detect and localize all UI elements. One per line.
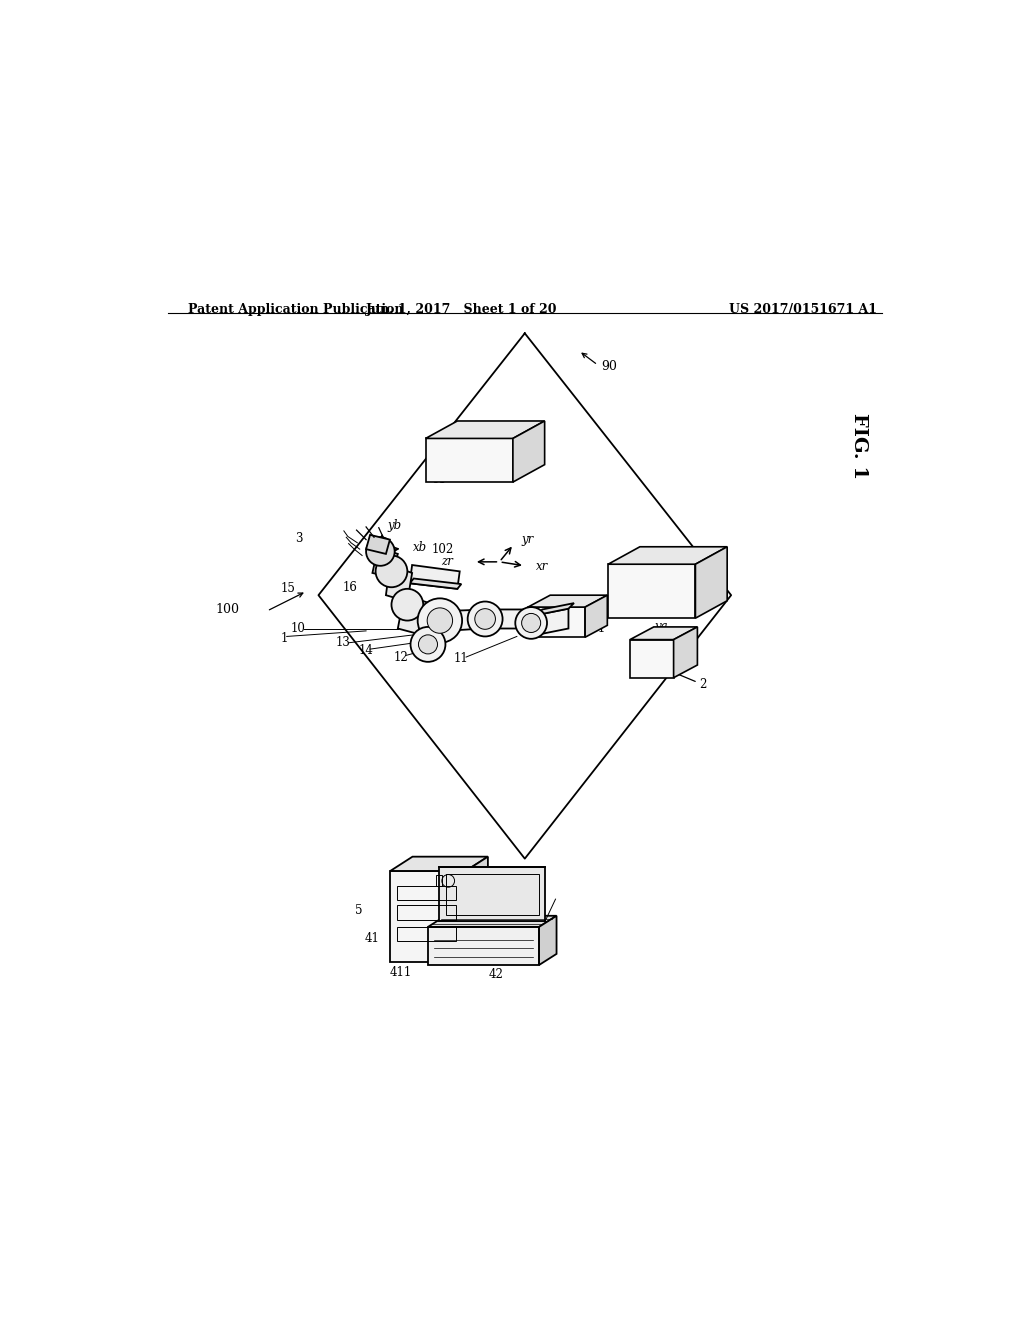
Polygon shape bbox=[428, 927, 539, 965]
Polygon shape bbox=[630, 627, 697, 640]
Polygon shape bbox=[418, 620, 440, 651]
Text: 15: 15 bbox=[281, 582, 295, 595]
Text: FIG. 1: FIG. 1 bbox=[850, 413, 868, 479]
Polygon shape bbox=[367, 535, 390, 554]
Circle shape bbox=[419, 635, 437, 653]
Text: xr: xr bbox=[536, 561, 548, 573]
Polygon shape bbox=[539, 916, 557, 965]
Polygon shape bbox=[410, 578, 461, 589]
Circle shape bbox=[367, 537, 394, 566]
Text: 14: 14 bbox=[358, 644, 373, 657]
Text: ya: ya bbox=[654, 620, 668, 634]
Text: 16: 16 bbox=[342, 581, 357, 594]
Circle shape bbox=[418, 598, 462, 643]
Polygon shape bbox=[537, 603, 574, 615]
Text: 3: 3 bbox=[295, 532, 302, 545]
Text: 1: 1 bbox=[281, 632, 288, 645]
Polygon shape bbox=[695, 546, 727, 618]
Polygon shape bbox=[397, 595, 430, 635]
Text: 5: 5 bbox=[354, 904, 362, 916]
Text: 90: 90 bbox=[601, 360, 616, 374]
Text: US 2017/0151671 A1: US 2017/0151671 A1 bbox=[728, 304, 877, 315]
Polygon shape bbox=[630, 640, 674, 677]
Circle shape bbox=[411, 627, 445, 661]
Text: 42: 42 bbox=[489, 968, 504, 981]
Polygon shape bbox=[674, 627, 697, 677]
Polygon shape bbox=[410, 565, 460, 589]
Text: 13: 13 bbox=[336, 636, 351, 649]
Polygon shape bbox=[537, 609, 568, 635]
Polygon shape bbox=[489, 610, 531, 628]
Text: yb: yb bbox=[387, 519, 401, 532]
Text: 411: 411 bbox=[390, 966, 412, 978]
Text: 100: 100 bbox=[215, 603, 240, 616]
Polygon shape bbox=[386, 565, 412, 602]
Circle shape bbox=[475, 609, 496, 630]
Circle shape bbox=[376, 556, 408, 587]
Text: 10: 10 bbox=[291, 622, 305, 635]
Text: 12: 12 bbox=[394, 651, 409, 664]
Polygon shape bbox=[373, 548, 397, 578]
Text: zr: zr bbox=[440, 556, 453, 569]
Polygon shape bbox=[445, 610, 486, 631]
Text: 61: 61 bbox=[431, 473, 446, 486]
Text: 2: 2 bbox=[699, 677, 707, 690]
Polygon shape bbox=[513, 421, 545, 482]
Circle shape bbox=[468, 602, 503, 636]
Circle shape bbox=[391, 589, 423, 620]
Text: yr: yr bbox=[521, 533, 534, 546]
Circle shape bbox=[515, 607, 547, 639]
Polygon shape bbox=[608, 564, 695, 618]
Polygon shape bbox=[528, 607, 585, 638]
Polygon shape bbox=[390, 871, 466, 962]
Polygon shape bbox=[428, 916, 557, 927]
Text: xa: xa bbox=[685, 643, 698, 656]
Text: Patent Application Publication: Patent Application Publication bbox=[187, 304, 403, 315]
Text: 611: 611 bbox=[443, 457, 465, 470]
Polygon shape bbox=[390, 857, 487, 871]
Polygon shape bbox=[608, 546, 727, 564]
Polygon shape bbox=[466, 857, 487, 962]
Text: 62: 62 bbox=[694, 589, 709, 602]
Polygon shape bbox=[528, 595, 607, 607]
Text: 101: 101 bbox=[584, 622, 606, 635]
Text: 41: 41 bbox=[365, 932, 379, 945]
Polygon shape bbox=[585, 595, 607, 638]
Text: 11: 11 bbox=[454, 652, 468, 665]
Polygon shape bbox=[426, 438, 513, 482]
Circle shape bbox=[427, 609, 453, 634]
Circle shape bbox=[521, 614, 541, 632]
Polygon shape bbox=[426, 421, 545, 438]
Polygon shape bbox=[439, 867, 545, 921]
Text: xb: xb bbox=[413, 541, 427, 554]
Text: 102: 102 bbox=[431, 543, 454, 556]
Text: Jun. 1, 2017   Sheet 1 of 20: Jun. 1, 2017 Sheet 1 of 20 bbox=[366, 304, 557, 315]
